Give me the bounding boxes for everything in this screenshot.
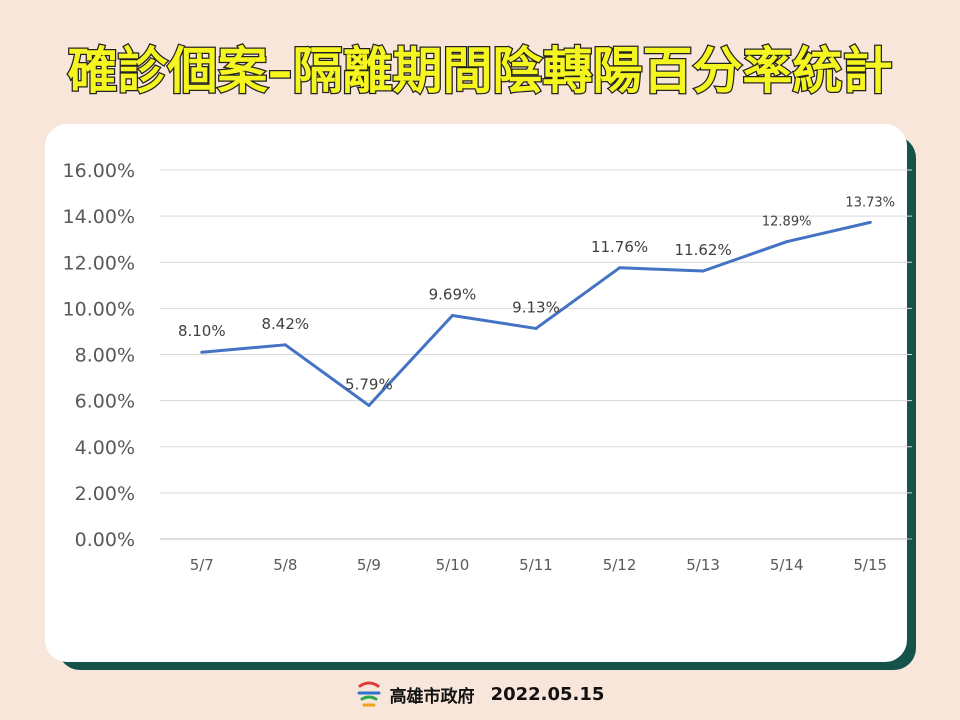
footer-date: 2022.05.15	[490, 683, 605, 705]
data-labels: 8.10% 8.42% 5.79% 9.69% 9.13% 11.76% 11.62% 12.…	[178, 195, 895, 393]
data-label: 9.13%	[512, 298, 560, 316]
data-point	[701, 269, 705, 273]
y-tick-label: 6.00%	[75, 391, 135, 413]
data-label: 11.76%	[591, 238, 648, 256]
page-title-text: 確診個案–隔離期間陰轉陽百分率統計	[68, 42, 893, 100]
x-tick-label: 5/13	[686, 556, 720, 574]
x-axis-ticks: 5/7 5/8 5/9 5/10 5/11 5/12 5/13 5/14 5/15	[190, 556, 887, 574]
y-tick-label: 4.00%	[75, 437, 135, 459]
data-point	[200, 350, 204, 354]
y-tick-label: 8.00%	[75, 345, 135, 367]
data-point	[283, 343, 287, 347]
data-label: 13.73%	[845, 195, 895, 210]
data-point	[367, 403, 371, 407]
y-tick-label: 0.00%	[75, 529, 135, 551]
kaohsiung-logo-icon	[357, 681, 381, 707]
page-title: 確診個案–隔離期間陰轉陽百分率統計	[66, 41, 894, 102]
x-tick-label: 5/9	[357, 556, 381, 574]
chart-card	[45, 124, 907, 662]
data-point	[534, 326, 538, 330]
data-label: 11.62%	[675, 241, 732, 259]
data-label: 5.79%	[345, 375, 393, 393]
x-tick-label: 5/11	[519, 556, 553, 574]
footer-org: 高雄市政府	[389, 686, 475, 707]
data-point	[785, 240, 789, 244]
y-tick-label: 12.00%	[63, 252, 135, 274]
footer: 高雄市政府 2022.05.15	[0, 678, 960, 710]
data-label: 9.69%	[429, 286, 477, 304]
data-label: 8.42%	[262, 315, 310, 333]
data-label: 12.89%	[762, 215, 812, 230]
x-tick-label: 5/8	[273, 556, 297, 574]
data-point	[618, 266, 622, 270]
series-group	[200, 220, 872, 407]
y-tick-label: 2.00%	[75, 483, 135, 505]
x-tick-label: 5/12	[603, 556, 637, 574]
y-tick-label: 14.00%	[63, 206, 135, 228]
data-point	[450, 314, 454, 318]
x-tick-label: 5/14	[770, 556, 804, 574]
x-tick-label: 5/15	[853, 556, 887, 574]
y-tick-label: 16.00%	[63, 160, 135, 182]
data-label: 8.10%	[178, 322, 226, 340]
x-tick-label: 5/10	[436, 556, 470, 574]
y-tick-label: 10.00%	[63, 298, 135, 320]
data-point	[868, 220, 872, 224]
y-axis-ticks: 0.00% 2.00% 4.00% 6.00% 8.00% 10.00% 12.00% 14.…	[63, 160, 135, 551]
gridlines	[160, 169, 912, 540]
x-tick-label: 5/7	[190, 556, 214, 574]
